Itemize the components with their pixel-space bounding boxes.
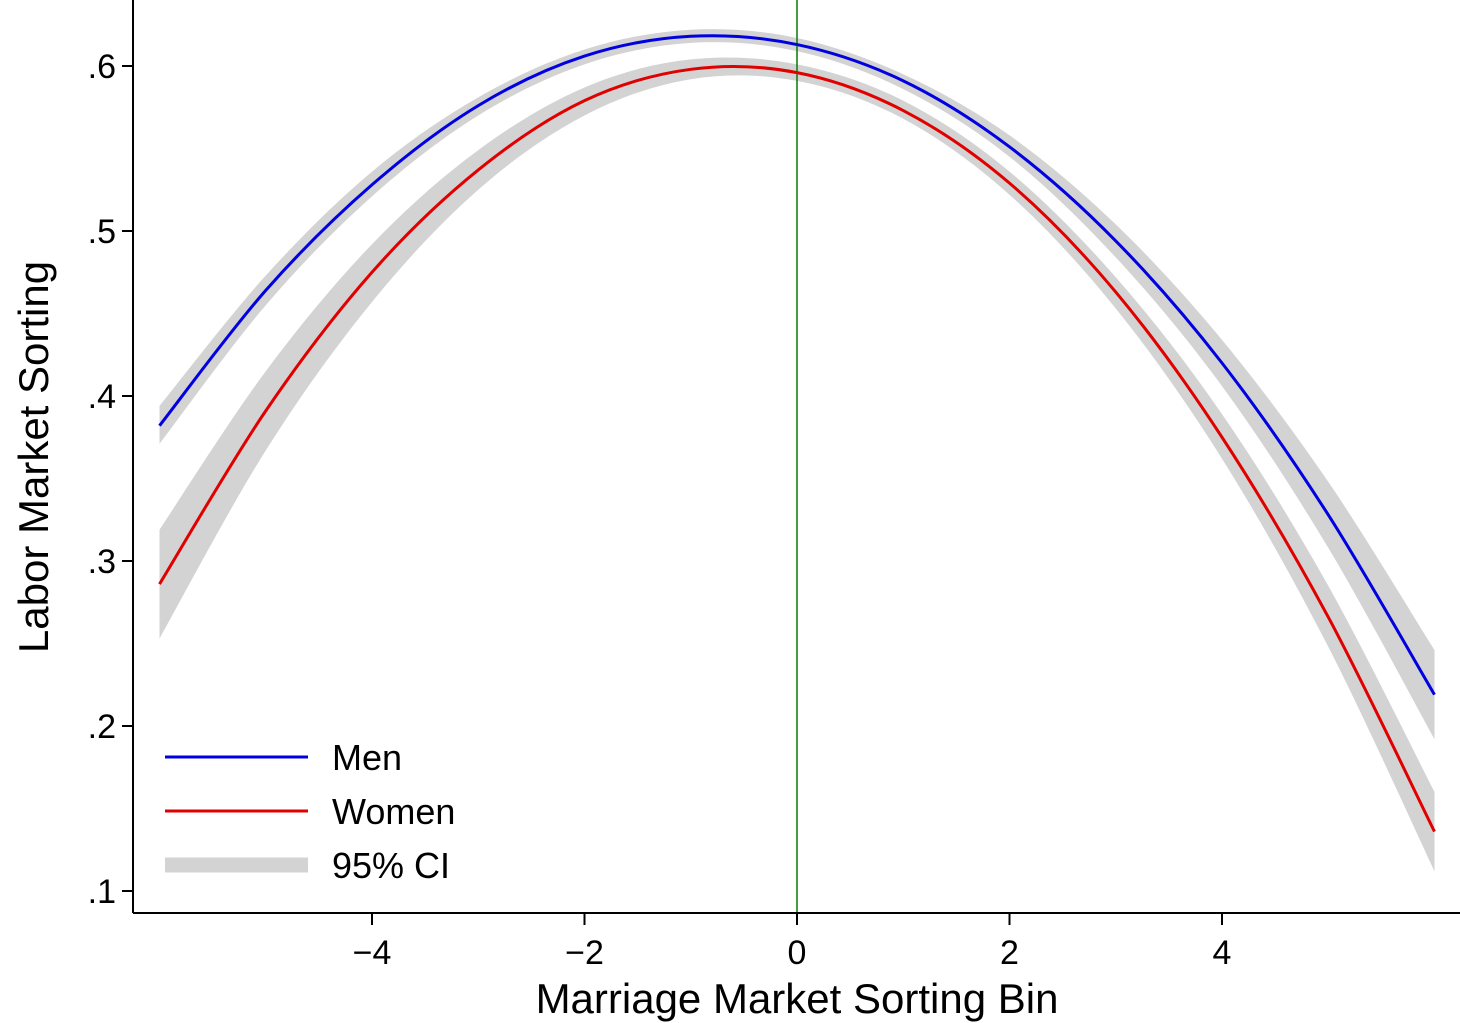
y-tick-label: .2 [88,708,116,746]
x-tick-label: 0 [788,934,807,972]
series-line-women [158,64,1436,833]
x-ticks: −4 −2 0 2 4 [353,913,1232,972]
y-tick-label: .1 [88,873,116,911]
y-axis-label: Labor Market Sorting [10,261,57,653]
legend-label-ci: 95% CI [332,845,450,886]
y-ticks: .6 .5 .4 .3 .2 .1 [88,48,133,911]
y-tick-label: .4 [88,378,116,416]
y-tick-label: .5 [88,213,116,251]
x-tick-label: −2 [565,934,604,972]
y-tick-label: .6 [88,48,116,86]
y-tick-label: .3 [88,543,116,581]
x-tick-label: −4 [353,934,392,972]
x-tick-label: 4 [1213,934,1232,972]
series-lines [158,34,1436,833]
legend: Men Women 95% CI [165,737,455,886]
series-line-men [158,34,1436,696]
legend-label-women: Women [332,791,455,832]
x-axis-label: Marriage Market Sorting Bin [536,975,1059,1022]
legend-label-men: Men [332,737,402,778]
x-tick-label: 2 [1000,934,1019,972]
